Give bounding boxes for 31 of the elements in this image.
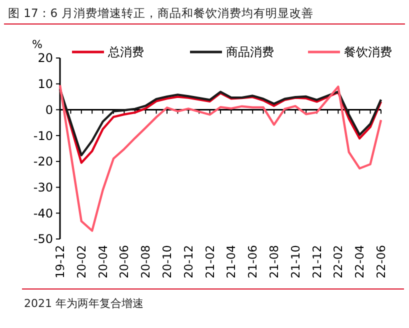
y-tick-label: 10	[38, 77, 53, 92]
text: 2021 年为两年复合增速	[24, 297, 144, 310]
x-tick-label: 20-04	[96, 245, 110, 278]
y-tick-label: -10	[33, 128, 53, 143]
x-tick-label: 21-06	[246, 245, 260, 278]
y-tick-label: -40	[33, 206, 53, 220]
y-tick-label: -50	[33, 232, 53, 246]
x-tick-label: 21-08	[267, 245, 282, 278]
chart-title: 图 17：6 月消费增速转正，商品和餐饮消费均有明显改善	[8, 6, 314, 20]
x-tick-label: 21-12	[310, 245, 324, 278]
legend-label: 商品消费	[226, 45, 274, 60]
legend-label: 总消费	[107, 45, 144, 60]
x-tick-label: 22-02	[331, 245, 346, 278]
legend-label: 餐饮消费	[344, 45, 392, 60]
x-tick-label: 20-12	[181, 245, 196, 278]
y-axis-title: %	[32, 38, 42, 51]
x-tick-label: 20-06	[117, 245, 132, 278]
x-tick-label: 22-06	[374, 245, 388, 278]
x-tick-label: 19-12	[53, 245, 68, 278]
x-tick-label: 22-04	[352, 245, 367, 278]
x-tick-label: 20-10	[160, 245, 174, 278]
x-tick-label: 21-04	[224, 245, 238, 278]
line-series	[58, 84, 382, 232]
x-tick-label: 21-10	[288, 245, 302, 278]
y-tick-label: -20	[33, 154, 53, 169]
x-tick-label: 20-02	[74, 245, 88, 278]
x-tick-label: 21-02	[202, 245, 217, 278]
y-tick-label: 0	[45, 102, 53, 117]
y-tick-label: -30	[33, 180, 53, 194]
y-tick-label: 20	[38, 51, 53, 66]
x-tick-label: 20-08	[138, 245, 153, 278]
